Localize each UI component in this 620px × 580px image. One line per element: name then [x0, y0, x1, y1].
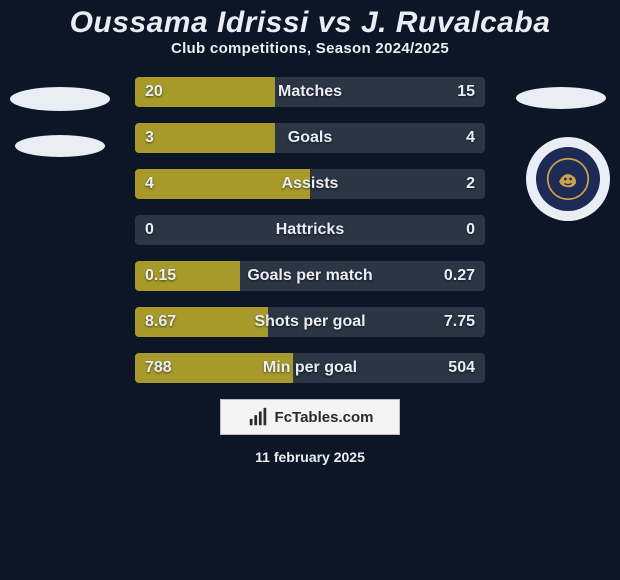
date-label: 11 february 2025	[0, 449, 620, 465]
player2-name: J. Ruvalcaba	[361, 6, 550, 39]
club-badge-inner	[536, 147, 600, 211]
stat-label: Min per goal	[135, 359, 485, 377]
page-title: Oussama Idrissi vs J. Ruvalcaba	[0, 0, 620, 40]
stat-row: 2015Matches	[135, 77, 485, 107]
stat-row: 00Hattricks	[135, 215, 485, 245]
stat-row: 0.150.27Goals per match	[135, 261, 485, 291]
player1-name: Oussama Idrissi	[70, 6, 309, 39]
stat-label: Goals per match	[135, 267, 485, 285]
stat-row: 34Goals	[135, 123, 485, 153]
player1-avatar-placeholder	[10, 87, 110, 111]
stat-rows: 2015Matches 34Goals 42Assists 00Hattricks 0.…	[135, 77, 485, 383]
vs-label: vs	[318, 6, 352, 39]
stat-label: Shots per goal	[135, 313, 485, 331]
footer-text: FcTables.com	[275, 409, 374, 426]
player2-club-badge	[526, 137, 610, 221]
footer-badge[interactable]: FcTables.com	[220, 399, 400, 435]
player2-avatar-placeholder	[516, 87, 606, 109]
chart-icon	[247, 406, 269, 428]
puma-icon	[546, 157, 590, 201]
stat-row: 8.677.75Shots per goal	[135, 307, 485, 337]
stat-label: Matches	[135, 83, 485, 101]
stat-label: Assists	[135, 175, 485, 193]
stats-area: 2015Matches 34Goals 42Assists 00Hattricks 0.…	[0, 77, 620, 383]
stat-row: 42Assists	[135, 169, 485, 199]
stat-row: 788504Min per goal	[135, 353, 485, 383]
stat-label: Goals	[135, 129, 485, 147]
subtitle: Club competitions, Season 2024/2025	[0, 40, 620, 57]
stat-label: Hattricks	[135, 221, 485, 239]
player1-club-placeholder	[15, 135, 105, 157]
